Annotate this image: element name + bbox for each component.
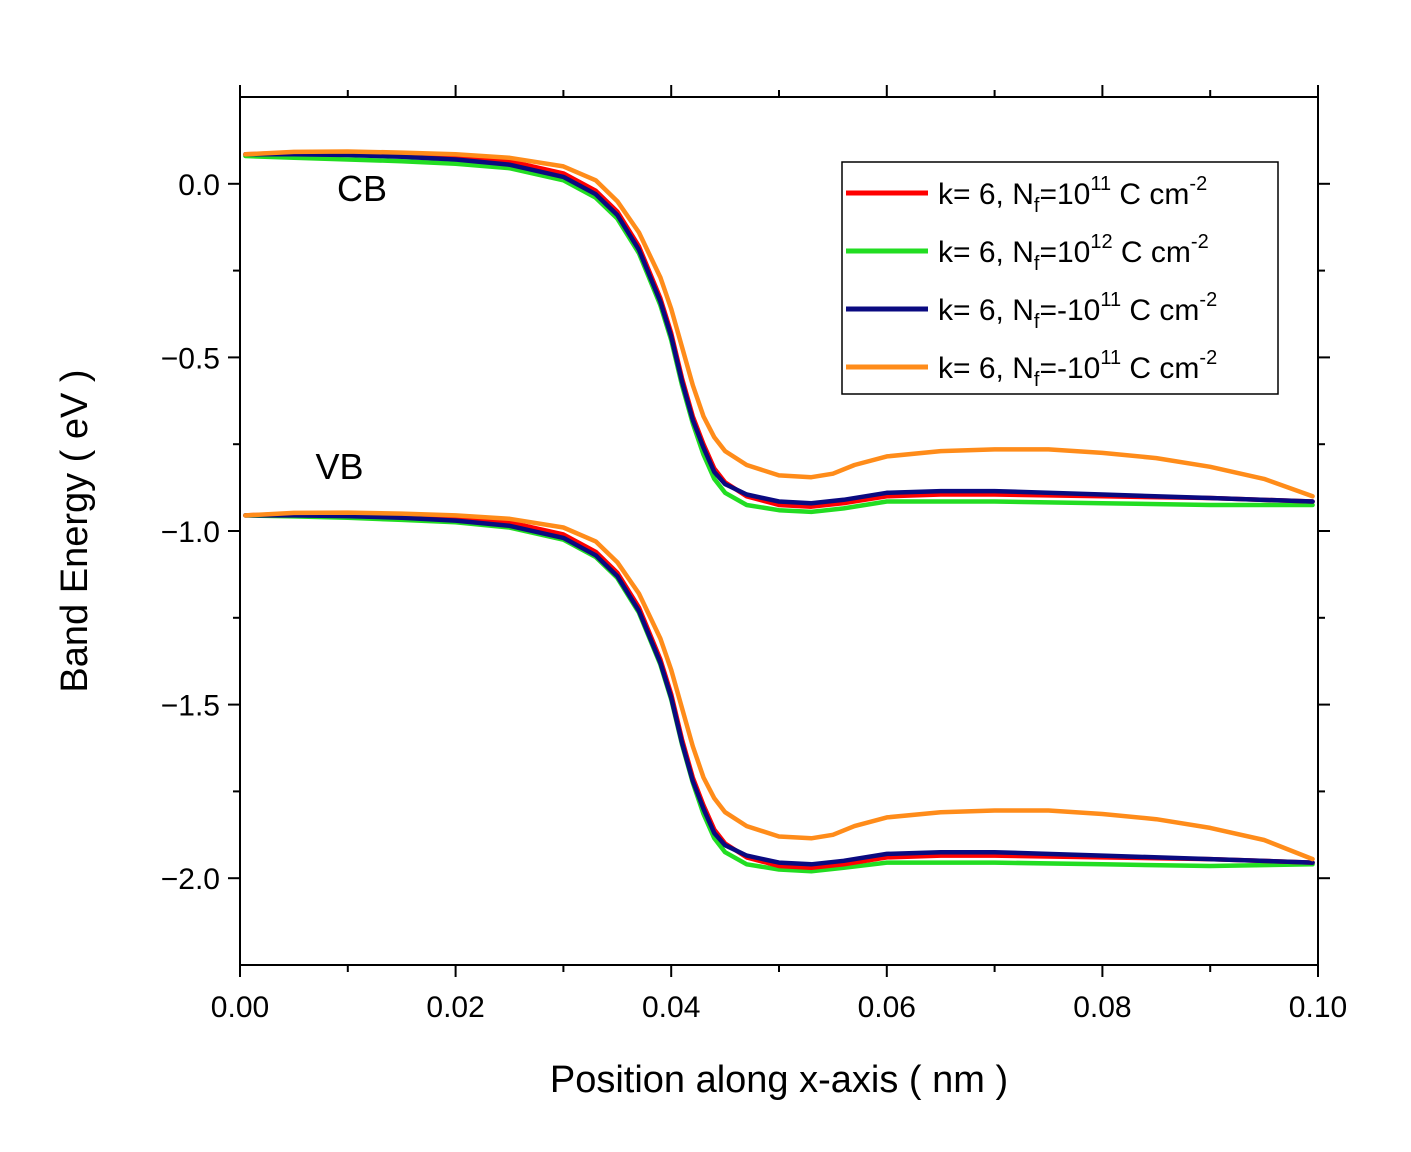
series-layer	[243, 149, 1315, 874]
legend-entry-part: 11	[1090, 173, 1111, 195]
x-axis-title: Position along x-axis ( nm )	[550, 1059, 1008, 1101]
legend-entry-part: 11	[1100, 289, 1121, 311]
legend-entry-part: C cm	[1121, 352, 1199, 385]
legend-entry-part: f	[1034, 253, 1040, 275]
series-3-cb-line	[243, 152, 1315, 506]
legend-entry-part: =10	[1039, 236, 1090, 269]
legend: k= 6, Nf=1011 C cm-2k= 6, Nf=1012 C cm-2…	[841, 161, 1279, 395]
series-4-cb-line	[243, 149, 1315, 499]
series-3-vb-line	[243, 513, 1315, 867]
legend-entry-part: k= 6, N	[938, 236, 1034, 269]
legend-entry-part: k= 6, N	[938, 352, 1034, 385]
legend-entry: k= 6, Nf=-1011 C cm-2	[938, 347, 1217, 391]
x-tick-label: 0.10	[1289, 991, 1347, 1024]
band-annotation: CB	[337, 168, 387, 209]
legend-entry-part: -2	[1199, 289, 1217, 311]
x-tick-label: 0.06	[858, 991, 916, 1024]
y-tick-label: 0.0	[178, 169, 220, 202]
x-tick-label: 0.00	[211, 991, 269, 1024]
legend-entry-part: =10	[1039, 178, 1090, 211]
legend-entry-part: f	[1034, 311, 1040, 333]
annotation-layer: CB VB	[315, 168, 387, 487]
legend-entry: k= 6, Nf=-1011 C cm-2	[938, 289, 1217, 333]
legend-entry-part: f	[1034, 369, 1040, 391]
y-axis-title: Band Energy ( eV )	[54, 369, 96, 692]
legend-entry: k= 6, Nf=1012 C cm-2	[938, 231, 1209, 275]
legend-entry-part: k= 6, N	[938, 178, 1034, 211]
legend-entry-part: C cm	[1111, 178, 1189, 211]
y-tick-label: −1.0	[161, 516, 220, 549]
legend-entry-part: =-10	[1039, 352, 1100, 385]
y-tick-label: −1.5	[161, 690, 220, 723]
legend-entry: k= 6, Nf=1011 C cm-2	[938, 173, 1207, 217]
x-tick-label: 0.04	[642, 991, 700, 1024]
ticks-layer	[228, 85, 1330, 977]
legend-entry-part: -2	[1191, 231, 1209, 253]
legend-entry-part: =-10	[1039, 294, 1100, 327]
y-tick-label: −0.5	[161, 342, 220, 375]
legend-entry-part: C cm	[1121, 294, 1199, 327]
legend-entry-part: C cm	[1113, 236, 1191, 269]
legend-entry-part: 11	[1100, 347, 1121, 369]
legend-box	[841, 161, 1279, 395]
series-4-vb-line	[243, 510, 1315, 862]
x-tick-label: 0.08	[1073, 991, 1131, 1024]
labels-layer: 0.00 0.02 0.04 0.06 0.08 0.10 0.0 −0.5 −1.0 −1.5 −…	[161, 169, 1347, 1024]
y-tick-label: −2.0	[161, 863, 220, 896]
legend-entry-part: 12	[1090, 231, 1112, 253]
legend-entry-part: -2	[1199, 347, 1217, 369]
legend-entry-part: -2	[1189, 173, 1207, 195]
legend-entry-part: k= 6, N	[938, 294, 1034, 327]
x-tick-label: 0.02	[426, 991, 484, 1024]
band-annotation: VB	[315, 446, 363, 487]
legend-entry-part: f	[1034, 195, 1040, 217]
